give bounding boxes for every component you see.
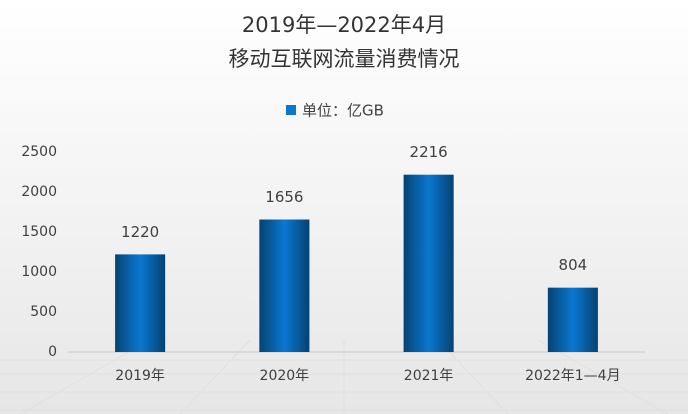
y-tick-label: 1000 — [21, 264, 57, 280]
x-tick-label: 2021年 — [404, 368, 454, 384]
bar-shade — [115, 254, 166, 352]
bar-shade — [259, 219, 310, 352]
y-tick-label: 0 — [48, 344, 57, 360]
y-tick-label: 1500 — [21, 224, 57, 240]
x-tick-label: 2020年 — [260, 368, 310, 384]
y-tick-label: 500 — [30, 304, 57, 320]
y-tick-label: 2000 — [21, 184, 57, 200]
x-tick-label: 2022年1—4月 — [525, 368, 620, 384]
chart-title: 2019年—2022年4月 — [242, 13, 446, 37]
y-tick-label: 2500 — [21, 144, 57, 160]
legend-swatch — [286, 105, 296, 115]
value-label: 2216 — [410, 143, 448, 161]
chart-subtitle: 移动互联网流量消费情况 — [229, 47, 460, 71]
bar-shade — [403, 174, 454, 352]
value-label: 804 — [559, 256, 588, 274]
bar-shade — [547, 287, 598, 352]
value-label: 1220 — [121, 223, 159, 241]
value-label: 1656 — [265, 188, 303, 206]
x-tick-label: 2019年 — [115, 368, 165, 384]
legend-label: 单位：亿GB — [302, 102, 384, 120]
